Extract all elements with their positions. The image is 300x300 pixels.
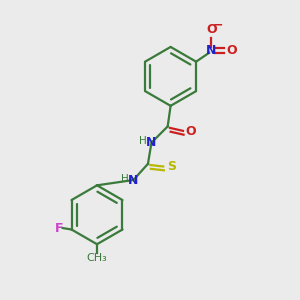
- Text: N: N: [146, 136, 157, 149]
- Text: CH₃: CH₃: [87, 253, 107, 263]
- Text: S: S: [167, 160, 176, 173]
- Text: N: N: [128, 173, 138, 187]
- Text: N: N: [206, 44, 217, 57]
- Text: F: F: [55, 221, 63, 235]
- Text: O: O: [185, 125, 196, 138]
- Text: H: H: [121, 174, 129, 184]
- Text: O: O: [227, 44, 237, 57]
- Text: −: −: [213, 19, 223, 32]
- Text: O: O: [206, 23, 217, 36]
- Text: H: H: [140, 136, 147, 146]
